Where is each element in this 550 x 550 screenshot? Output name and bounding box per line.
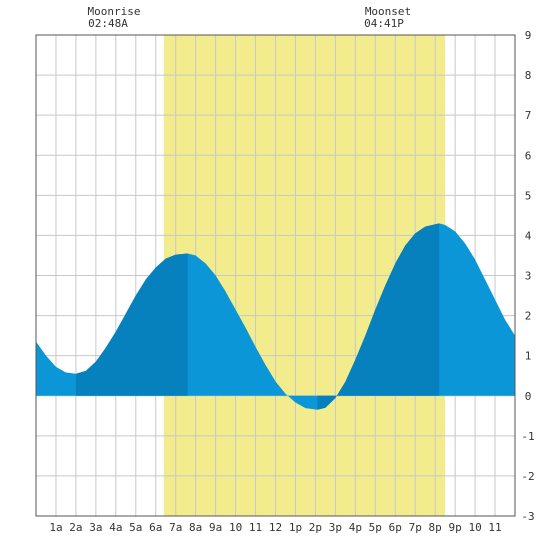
y-tick-label: 1 [525, 350, 532, 363]
y-tick-label: 9 [525, 29, 532, 42]
y-tick-label: -1 [521, 430, 534, 443]
x-tick-label: 2a [69, 521, 82, 534]
y-tick-label: 5 [525, 189, 532, 202]
x-tick-label: 8p [429, 521, 442, 534]
x-tick-label: 3a [89, 521, 102, 534]
moonrise-time: 02:48A [88, 17, 128, 30]
y-tick-label: 6 [525, 149, 532, 162]
x-tick-label: 9a [209, 521, 222, 534]
y-tick-label: -3 [521, 510, 534, 523]
x-tick-label: 11 [249, 521, 262, 534]
x-tick-label: 9p [449, 521, 462, 534]
x-tick-label: 5a [129, 521, 142, 534]
x-tick-labels: 1a 2a 3a 4a 5a 6a 7a 8a 9a 10 11 12 1p 2p 3p 4p 5p 6p 7p 8p… [49, 521, 501, 534]
x-tick-label: 7p [409, 521, 422, 534]
y-tick-label: 7 [525, 109, 532, 122]
x-tick-label: 1a [49, 521, 62, 534]
y-tick-label: 0 [525, 390, 532, 403]
x-tick-label: 7a [169, 521, 182, 534]
x-tick-label: 8a [189, 521, 202, 534]
x-tick-label: 6p [389, 521, 402, 534]
x-tick-label: 1p [289, 521, 302, 534]
y-tick-label: 8 [525, 69, 532, 82]
x-tick-label: 11 [488, 521, 501, 534]
x-tick-label: 12 [269, 521, 282, 534]
y-tick-label: 4 [525, 229, 532, 242]
x-tick-label: 3p [329, 521, 342, 534]
moonset-time: 04:41P [364, 17, 404, 30]
y-tick-label: 2 [525, 310, 532, 323]
y-tick-label: 3 [525, 270, 532, 283]
x-tick-label: 4a [109, 521, 122, 534]
x-tick-label: 10 [229, 521, 242, 534]
x-tick-label: 2p [309, 521, 322, 534]
x-tick-label: 6a [149, 521, 162, 534]
x-tick-label: 5p [369, 521, 382, 534]
x-tick-label: 4p [349, 521, 362, 534]
moonset-label: Moonset [365, 5, 411, 18]
moonrise-label: Moonrise [88, 5, 141, 18]
plot-frame [35, 34, 516, 517]
y-tick-labels: 9 8 7 6 5 4 3 2 1 0 -1 -2 -3 [521, 29, 534, 523]
y-tick-label: -2 [521, 470, 534, 483]
x-tick-label: 10 [468, 521, 481, 534]
